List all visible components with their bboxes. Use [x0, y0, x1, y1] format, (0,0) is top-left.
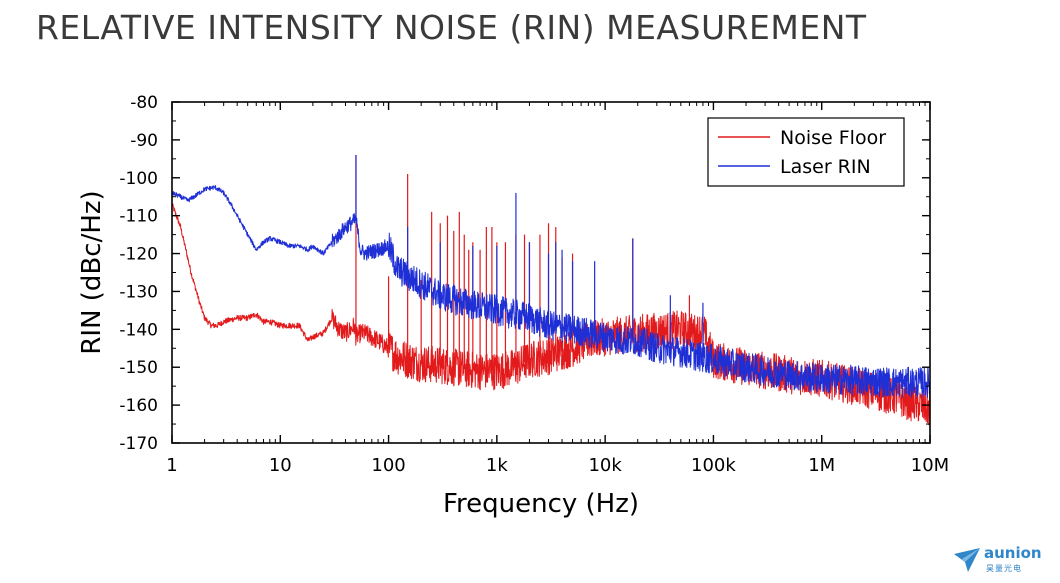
axes-layer: 1 10 100 1k 10k 100k 1M 10M -80 -90 -100 -110 -120 -1…: [77, 93, 949, 519]
y-tick-label: -80: [130, 93, 158, 113]
brand-subtitle: 昊量光电: [986, 564, 1022, 573]
series-layer: [172, 155, 930, 426]
x-tick-label: 10k: [588, 455, 622, 476]
y-tick-label: -130: [119, 282, 158, 302]
legend-box: [707, 117, 905, 187]
y-tick-label: -140: [119, 320, 158, 340]
legend-label: Laser RIN: [780, 156, 871, 178]
x-tick-label: 100: [371, 455, 405, 476]
y-tick-label: -160: [119, 396, 158, 416]
y-tick-label: -90: [130, 131, 158, 151]
x-tick-label: 100k: [691, 455, 736, 476]
x-tick-label: 10M: [911, 455, 949, 476]
x-tick-label: 10: [269, 455, 292, 476]
series-line-1: [172, 185, 930, 398]
x-tick-label: 1: [166, 455, 177, 476]
x-tick-label: 1k: [486, 455, 508, 476]
brand-name: aunion: [984, 544, 1042, 562]
x-axis-title: Frequency (Hz): [443, 489, 639, 519]
series-laser-rin: [172, 155, 930, 398]
y-tick-label: -150: [119, 358, 158, 378]
y-tick-label: -110: [119, 207, 158, 227]
y-tick-label: -120: [119, 245, 158, 265]
y-tick-label: -100: [119, 169, 158, 189]
y-tick-label: -170: [119, 434, 158, 454]
legend-label: Noise Floor: [780, 127, 886, 149]
brand-logo: aunion 昊量光电: [953, 544, 1053, 578]
y-axis-title: RIN (dBc/Hz): [77, 190, 107, 354]
legend: Noise Floor Laser RIN: [707, 117, 905, 187]
paper-plane-icon: [954, 548, 980, 572]
x-tick-label: 1M: [808, 455, 835, 476]
page-title: RELATIVE INTENSITY NOISE (RIN) MEASUREME…: [36, 8, 867, 47]
